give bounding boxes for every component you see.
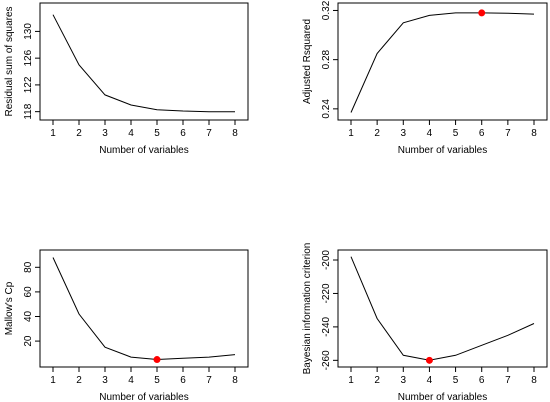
x-axis-label: Number of variables <box>398 392 487 402</box>
y-tick-label: 60 <box>23 286 34 298</box>
x-tick-label: 7 <box>206 128 212 139</box>
x-tick-label: 2 <box>76 128 82 139</box>
y-axis-label: Mallow's Cp <box>4 281 15 335</box>
x-axis-label: Number of variables <box>99 145 188 156</box>
y-axis-label: Adjusted Rsquared <box>302 19 313 104</box>
x-tick-label: 4 <box>128 375 134 386</box>
x-tick-label: 5 <box>154 128 160 139</box>
x-tick-label: 5 <box>154 375 160 386</box>
x-tick-label: 6 <box>180 375 186 386</box>
highlight-point <box>478 9 486 17</box>
x-tick-label: 8 <box>232 128 238 139</box>
x-tick-label: 1 <box>348 375 354 386</box>
y-tick-label: 80 <box>23 261 34 273</box>
y-tick-label: 0.24 <box>321 99 332 119</box>
y-tick-label: 130 <box>23 23 34 40</box>
y-tick-label: 20 <box>23 335 34 347</box>
x-tick-label: 4 <box>427 128 433 139</box>
y-axis-label: Residual sum of squares <box>4 6 15 116</box>
x-tick-label: 5 <box>453 375 459 386</box>
plot-box <box>39 2 249 121</box>
x-tick-label: 6 <box>180 128 186 139</box>
x-tick-label: 3 <box>401 128 407 139</box>
x-tick-label: 4 <box>427 375 433 386</box>
y-tick-label: -200 <box>321 250 332 270</box>
y-tick-label: 0.32 <box>321 0 332 20</box>
x-tick-label: 7 <box>505 375 511 386</box>
x-tick-label: 7 <box>206 375 212 386</box>
x-tick-label: 3 <box>401 375 407 386</box>
x-tick-label: 8 <box>232 375 238 386</box>
x-tick-label: 7 <box>505 128 511 139</box>
rss-panel: 1 2 3 4 5 6 7 8 118 122 126 130 Number of variables R… <box>4 2 249 156</box>
x-tick-label: 6 <box>479 375 485 386</box>
y-axis-label: Bayesian information criterion <box>302 243 313 375</box>
x-tick-label: 3 <box>102 375 108 386</box>
series-line <box>350 256 535 361</box>
x-tick-label: 6 <box>479 128 485 139</box>
x-tick-label: 2 <box>76 375 82 386</box>
highlight-point <box>425 356 433 364</box>
series-line <box>52 257 236 361</box>
y-tick-label: 0.28 <box>321 49 332 69</box>
x-tick-label: 1 <box>50 375 56 386</box>
bic-panel: 1 2 3 4 5 6 7 8 -260 -240 -220 -200 Number of variab… <box>302 243 548 402</box>
cp-panel: 1 2 3 4 5 6 7 8 20 40 60 80 Number of variables Mallo… <box>4 249 249 402</box>
y-tick-label: 122 <box>23 76 34 93</box>
x-tick-label: 2 <box>374 128 380 139</box>
adjr2-panel: 1 2 3 4 5 6 7 8 0.24 0.28 0.32 Number of variables A… <box>302 0 548 156</box>
plot-box <box>337 249 548 368</box>
y-tick-label: -260 <box>321 350 332 370</box>
x-axis-label: Number of variables <box>99 392 188 402</box>
x-axis-label: Number of variables <box>398 145 487 156</box>
x-tick-label: 2 <box>374 375 380 386</box>
plot-box <box>39 249 249 368</box>
x-tick-label: 1 <box>348 128 354 139</box>
x-tick-label: 1 <box>50 128 56 139</box>
series-line <box>52 14 235 113</box>
plot-box <box>337 2 548 121</box>
y-tick-label: 118 <box>23 103 34 119</box>
series-line <box>350 12 535 113</box>
y-tick-label: -240 <box>321 316 332 336</box>
x-tick-label: 8 <box>531 128 537 139</box>
x-tick-label: 4 <box>128 128 134 139</box>
x-tick-label: 8 <box>531 375 537 386</box>
y-tick-label: -220 <box>321 283 332 303</box>
x-tick-label: 3 <box>102 128 108 139</box>
highlight-point <box>153 356 161 364</box>
y-tick-label: 126 <box>23 49 34 66</box>
y-tick-label: 40 <box>23 310 34 322</box>
x-tick-label: 5 <box>453 128 459 139</box>
